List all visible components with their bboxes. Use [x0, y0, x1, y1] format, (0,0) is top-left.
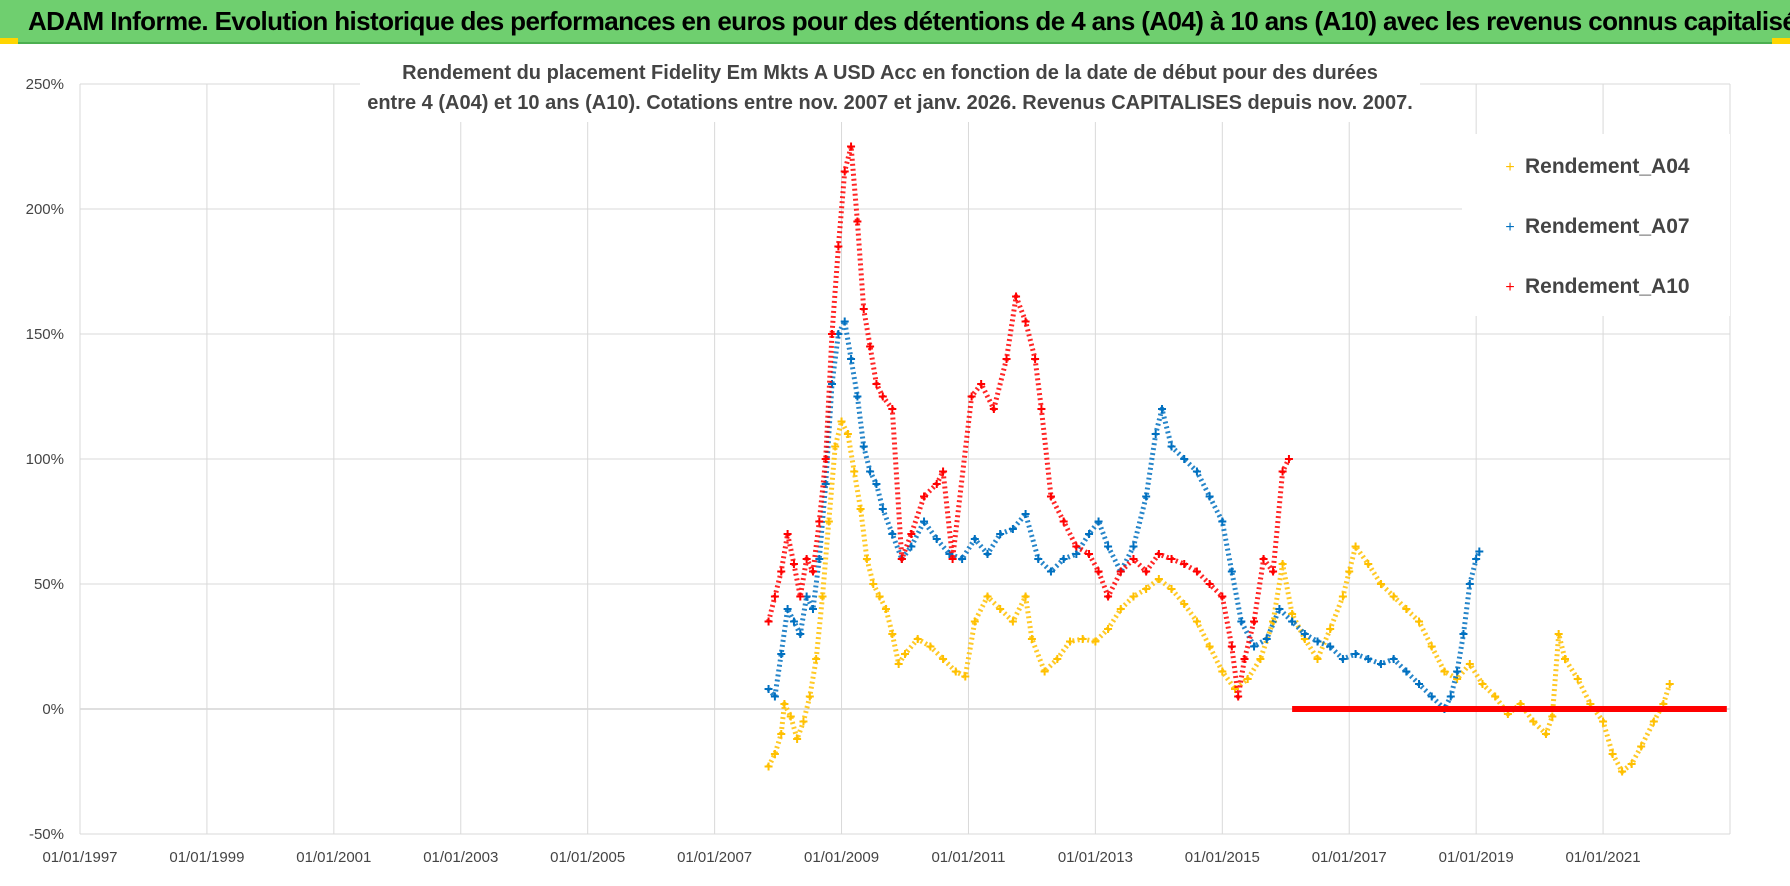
x-tick-label: 01/01/2005 — [550, 849, 625, 866]
header-bar: ADAM Informe. Evolution historique des p… — [0, 0, 1790, 44]
x-tick-label: 01/01/2007 — [677, 849, 752, 866]
data-point — [1345, 567, 1354, 576]
x-tick-label: 01/01/1997 — [42, 849, 117, 866]
data-point — [1218, 592, 1227, 601]
chart-title-background — [360, 54, 1420, 122]
x-tick-label: 01/01/1999 — [169, 849, 244, 866]
data-point — [777, 730, 786, 738]
chart-title-line-2: entre 4 (A04) et 10 ans (A10). Cotations… — [367, 92, 1413, 114]
legend-background — [1462, 134, 1730, 316]
data-point — [1453, 667, 1462, 676]
chart: -50% 0% 50% 100% 150% 200% 250% 01/01/1997 01/01… — [26, 54, 1731, 866]
x-tick-label: 01/01/2003 — [423, 849, 498, 866]
x-tick-label: 01/01/2021 — [1566, 849, 1641, 866]
legend-item-a07: + Rendement_A07 — [1505, 215, 1689, 238]
series-trace — [766, 144, 1292, 699]
y-tick-label: 200% — [26, 201, 64, 218]
x-tick-label: 01/01/2017 — [1312, 849, 1387, 866]
series-rendement-a10 — [764, 142, 1293, 701]
data-points — [764, 142, 1727, 776]
header-corner-left — [0, 38, 18, 44]
y-tick-label: -50% — [29, 826, 64, 843]
legend-item-a04: + Rendement_A04 — [1505, 155, 1690, 178]
data-point — [853, 392, 862, 401]
legend-marker-a07: + — [1505, 219, 1514, 236]
data-point — [939, 467, 948, 476]
legend-label-a07: Rendement_A07 — [1525, 215, 1690, 238]
legend-label-a10: Rendement_A10 — [1525, 275, 1690, 298]
data-point — [872, 480, 881, 488]
page-title: ADAM Informe. Evolution historique des p… — [28, 6, 1790, 36]
legend-item-a10: + Rendement_A10 — [1505, 275, 1689, 298]
data-point — [862, 555, 871, 563]
chart-title: Rendement du placement Fidelity Em Mkts … — [360, 54, 1420, 122]
legend-marker-a10: + — [1505, 279, 1514, 296]
header-corner-right — [1772, 38, 1790, 44]
y-tick-label: 50% — [34, 576, 64, 593]
data-point — [1284, 455, 1293, 463]
x-tick-label: 01/01/2013 — [1058, 849, 1133, 866]
y-tick-label: 100% — [26, 451, 64, 468]
x-tick-label: 01/01/2011 — [931, 849, 1005, 866]
data-point — [764, 617, 773, 626]
x-tick-label: 01/01/2009 — [804, 849, 879, 866]
data-point — [1665, 680, 1674, 688]
chart-title-line-1: Rendement du placement Fidelity Em Mkts … — [402, 62, 1378, 84]
axes: -50% 0% 50% 100% 150% 200% 250% 01/01/1997 01/01… — [26, 76, 1641, 866]
y-tick-label: 250% — [26, 76, 64, 93]
series-trace — [766, 419, 1673, 774]
series-trace — [766, 319, 1482, 712]
x-tick-label: 01/01/2015 — [1185, 849, 1260, 866]
x-tick-label: 01/01/2001 — [296, 849, 371, 866]
series-rendement-a07 — [764, 317, 1484, 713]
legend-label-a04: Rendement_A04 — [1525, 155, 1690, 178]
data-point — [1548, 712, 1557, 721]
y-tick-label: 150% — [26, 326, 64, 343]
legend-marker-a04: + — [1505, 159, 1514, 176]
data-point — [1288, 610, 1297, 618]
grid — [79, 83, 1731, 835]
y-tick-label: 0% — [42, 701, 64, 718]
legend: + Rendement_A04 + Rendement_A07 + Rendem… — [1462, 134, 1730, 316]
data-point — [1554, 630, 1563, 638]
data-point — [812, 655, 821, 663]
x-tick-label: 01/01/2019 — [1439, 849, 1514, 866]
data-point — [770, 692, 779, 701]
